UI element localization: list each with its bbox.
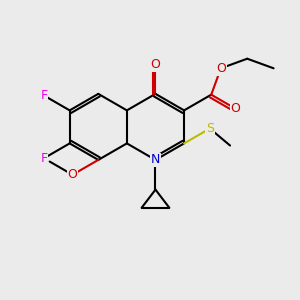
Text: O: O (68, 168, 77, 181)
Text: F: F (40, 152, 47, 165)
Text: S: S (206, 122, 214, 135)
Text: O: O (231, 102, 241, 115)
Text: N: N (151, 153, 160, 167)
Text: O: O (216, 62, 226, 75)
Text: F: F (40, 89, 47, 102)
Text: O: O (151, 58, 160, 70)
